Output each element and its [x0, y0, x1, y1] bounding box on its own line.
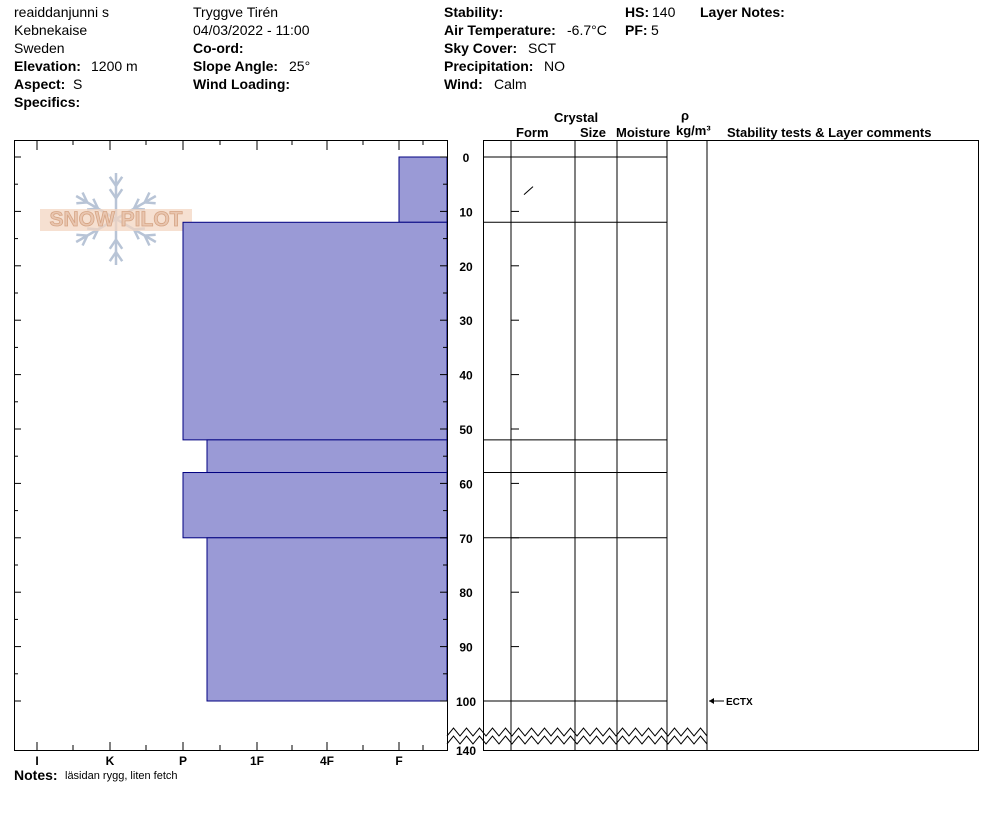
density-unit-header: kg/m³: [676, 123, 711, 138]
snowflake-branch: [81, 191, 89, 203]
depth-tick-label: 80: [459, 586, 473, 600]
observation-datetime: 04/03/2022 - 11:00: [193, 22, 310, 38]
snowflake-branch: [114, 238, 124, 250]
hardness-tick-label: 1F: [250, 754, 264, 768]
snowflake-branch: [108, 176, 118, 187]
snowflake-branch: [92, 228, 100, 240]
stability-comments-header: Stability tests & Layer comments: [727, 125, 932, 140]
notes-label: Notes:: [14, 767, 58, 783]
hs-label: HS:: [625, 4, 650, 20]
snowflake-branch: [81, 235, 89, 247]
snowflake-branch: [114, 188, 124, 200]
aspect-value: S: [73, 76, 83, 92]
depth-tick-label: 0: [463, 151, 470, 165]
form-header: Form: [516, 125, 549, 140]
snowflake-branch: [108, 188, 118, 200]
notes-text: läsidan rygg, liten fetch: [65, 770, 178, 782]
layer-notes-label: Layer Notes:: [700, 4, 785, 20]
snowflake-branch: [143, 191, 151, 203]
hs-value: 140: [652, 4, 676, 20]
wind-loading-label: Wind Loading:: [193, 76, 291, 92]
hardness-bar-3: [182, 472, 448, 539]
stability-label: Stability:: [444, 4, 504, 20]
hardness-tick-label: K: [106, 754, 115, 768]
slope-angle-value: 25°: [289, 58, 311, 74]
location-name: Kebnekaise: [14, 22, 88, 38]
air-temperature-value: -6.7°C: [567, 22, 607, 38]
crystal-form-symbol: [523, 186, 534, 196]
size-header: Size: [580, 125, 607, 140]
snowpilot-logo-text: SNOW PILOT: [50, 208, 183, 231]
snowpilot-logo-banner: [40, 209, 192, 231]
depth-tick-label: 140: [456, 744, 476, 758]
snowflake-branch: [76, 201, 88, 205]
hardness-bar-1: [182, 221, 448, 441]
layer-table-frame: [483, 140, 979, 751]
depth-tick-label: 90: [459, 641, 473, 655]
observer-name: reaiddanjunni s: [14, 4, 109, 20]
elevation-label: Elevation:: [14, 58, 81, 74]
snowflake-branch: [76, 233, 88, 237]
country-name: Sweden: [14, 40, 65, 56]
elevation-value: 1200 m: [91, 58, 138, 74]
moisture-header: Moisture: [616, 125, 671, 140]
pf-value: 5: [651, 22, 659, 38]
depth-tick-label: 70: [459, 532, 473, 546]
snowflake-branch: [108, 238, 118, 250]
stability-test-arrowhead: [709, 698, 714, 704]
snowflake-branch: [132, 198, 140, 210]
depth-break-zigzag: [446, 735, 708, 745]
aspect-label: Aspect:: [14, 76, 66, 92]
snowflake-branch: [143, 235, 151, 247]
hardness-bar-0: [398, 156, 448, 223]
sky-cover-value: SCT: [528, 40, 556, 56]
slope-angle-label: Slope Angle:: [193, 58, 279, 74]
wind-label: Wind:: [444, 76, 483, 92]
hardness-tick-label: 4F: [320, 754, 334, 768]
depth-tick-label: 10: [459, 205, 473, 219]
depth-tick-label: 50: [459, 423, 473, 437]
depth-tick-label: 20: [459, 260, 473, 274]
depth-tick-label: 60: [459, 477, 473, 491]
snowflake-branch: [132, 228, 140, 240]
snowflake-branch: [114, 176, 124, 187]
hardness-plot-frame: [14, 140, 448, 751]
hardness-tick-label: P: [179, 754, 187, 768]
depth-tick-label: 40: [459, 369, 473, 383]
specifics-label: Specifics:: [14, 94, 81, 110]
precipitation-label: Precipitation:: [444, 58, 534, 74]
hardness-bar-4: [206, 537, 448, 702]
precipitation-value: NO: [544, 58, 565, 74]
snowflake-branch: [114, 251, 124, 262]
snowflake-branch: [92, 198, 100, 210]
observer-full-name: Tryggve Tirén: [193, 4, 279, 20]
depth-tick-label: 100: [456, 695, 476, 709]
snowflake-branch: [144, 233, 156, 237]
hardness-tick-label: I: [35, 754, 38, 768]
crystal-header: Crystal: [554, 110, 599, 125]
snowpilot-logo: SNOW PILOT: [40, 173, 192, 265]
hardness-bar-2: [206, 439, 448, 474]
pf-label: PF:: [625, 22, 648, 38]
snowflake-branch: [144, 201, 156, 205]
depth-break-zigzag: [446, 727, 708, 737]
air-temperature-label: Air Temperature:: [444, 22, 556, 38]
density-rho-header: ρ: [681, 108, 690, 123]
coord-label: Co-ord:: [193, 40, 244, 56]
depth-tick-label: 30: [459, 314, 473, 328]
snowflake-branch: [108, 251, 118, 262]
hardness-tick-label: F: [395, 754, 402, 768]
wind-value: Calm: [494, 76, 527, 92]
sky-cover-label: Sky Cover:: [444, 40, 518, 56]
stability-test-label: ECTX: [726, 697, 753, 708]
